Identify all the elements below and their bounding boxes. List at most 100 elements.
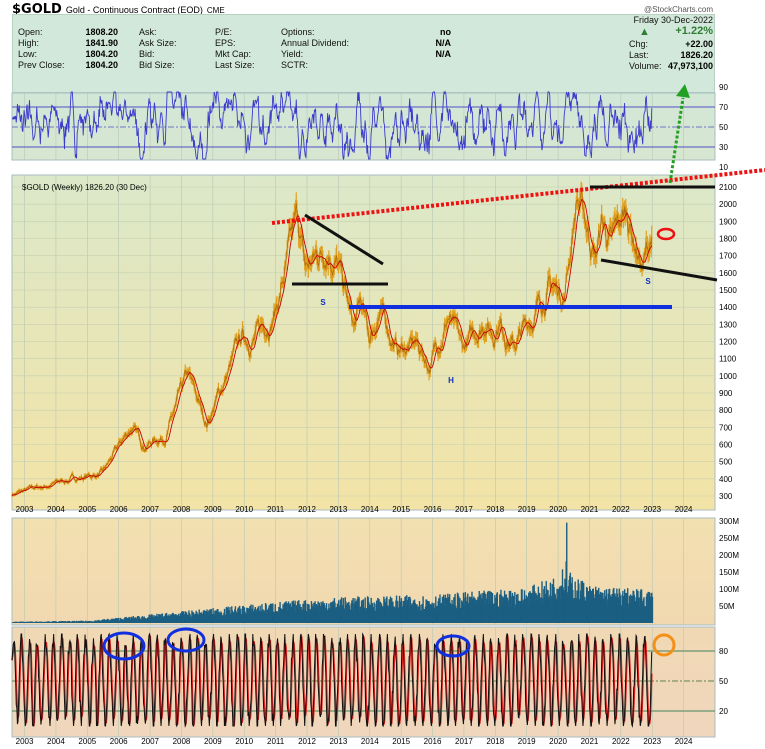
x-tick-label: 2009 — [204, 737, 222, 746]
price-tick-label: 600 — [719, 441, 733, 450]
info-value: no — [440, 27, 451, 37]
info-label: Last Size: — [215, 60, 255, 70]
info-value: 1804.20 — [85, 49, 118, 59]
price-tick-label: 2100 — [719, 183, 737, 192]
pattern-label: S — [320, 298, 326, 307]
volume-bar — [566, 522, 568, 623]
price-tick-label: 800 — [719, 406, 733, 415]
price-tick-label: 1700 — [719, 252, 737, 261]
x-tick-label: 2007 — [141, 505, 159, 514]
quote-info-box: Open: 1808.20 High: 1841.90 Low: 1804.20 Prev … — [12, 14, 715, 93]
x-tick-label: 2007 — [141, 737, 159, 746]
rsi-tick-label: 10 — [719, 163, 728, 172]
stochastic-tick-label: 20 — [719, 707, 728, 716]
price-tick-label: 700 — [719, 423, 733, 432]
moving-average-line — [11, 199, 653, 497]
info-label: Yield: — [281, 49, 304, 59]
volume-bar — [117, 617, 120, 623]
x-tick-label: 2016 — [424, 505, 442, 514]
info-label: Ask: — [139, 27, 157, 37]
instrument-name: Gold - Continuous Contract (EOD) — [65, 5, 203, 15]
volume-bar — [48, 621, 50, 623]
info-value: +22.00 — [685, 39, 713, 49]
price-tick-label: 500 — [719, 458, 733, 467]
price-tick-label: 400 — [719, 475, 733, 484]
volume-bar — [85, 620, 87, 623]
x-tick-label: 2014 — [361, 505, 379, 514]
volume-bar — [339, 599, 342, 623]
info-label: Ask Size: — [139, 38, 177, 48]
price-tick-label: 1900 — [719, 217, 737, 226]
volume-bar — [389, 596, 392, 623]
stochastic-line — [11, 632, 653, 728]
x-tick-label: 2006 — [110, 737, 128, 746]
panel-rsi — [11, 92, 716, 161]
highlight-ellipse — [102, 631, 146, 661]
x-tick-label: 2019 — [518, 737, 536, 746]
resistance-trendline — [271, 168, 765, 225]
x-tick-label: 2008 — [173, 505, 191, 514]
info-label: Options: — [281, 27, 315, 37]
x-tick-label: 2011 — [267, 737, 285, 746]
volume-bar — [292, 600, 295, 623]
volume-bar — [294, 600, 296, 623]
price-tick-label: 300 — [719, 492, 733, 501]
price-tick-label: 1100 — [719, 355, 737, 364]
x-tick-label: 2004 — [47, 737, 65, 746]
x-tick-label: 2010 — [235, 505, 253, 514]
volume-tick-label: 100M — [719, 585, 739, 594]
volume-bar — [217, 609, 219, 623]
stochastic-tick-label: 80 — [719, 647, 728, 656]
x-tick-label: 2011 — [267, 505, 285, 514]
x-tick-label: 2010 — [235, 737, 253, 746]
info-value: 1826.20 — [680, 50, 713, 60]
x-tick-label: 2013 — [329, 737, 347, 746]
x-tick-label: 2019 — [518, 505, 536, 514]
info-value: N/A — [435, 49, 452, 59]
volume-bar — [47, 621, 49, 623]
up-arrow-icon: ▲ — [639, 26, 650, 38]
info-label: Volume: — [629, 61, 662, 71]
volume-bar — [242, 605, 244, 623]
highlight-circle — [652, 633, 676, 657]
percent-change: +1.22% — [675, 25, 713, 37]
volume-bar — [627, 588, 629, 623]
panel-price — [11, 174, 716, 511]
volume-bar — [586, 588, 588, 623]
price-tick-label: 1000 — [719, 372, 737, 381]
x-tick-label: 2023 — [643, 737, 661, 746]
info-label: SCTR: — [281, 60, 308, 70]
info-value: N/A — [435, 38, 452, 48]
info-label: Open: — [18, 27, 43, 37]
volume-bar — [298, 600, 300, 623]
x-tick-label: 2017 — [455, 505, 473, 514]
volume-tick-label: 300M — [719, 517, 739, 526]
chart-title: $GOLD Gold - Continuous Contract (EOD) CME — [12, 2, 225, 17]
volume-bar — [160, 613, 162, 623]
price-tick-label: 1600 — [719, 269, 737, 278]
x-tick-label: 2021 — [581, 737, 599, 746]
volume-tick-label: 50M — [719, 602, 735, 611]
pattern-label: S — [645, 277, 651, 286]
symbol: $GOLD — [12, 2, 62, 17]
exchange: CME — [206, 6, 225, 15]
quote-date: Friday 30-Dec-2022 — [633, 15, 713, 25]
info-value: 1841.90 — [85, 38, 118, 48]
highlight-ellipse — [656, 227, 676, 241]
volume-tick-label: 150M — [719, 568, 739, 577]
price-line — [11, 188, 653, 496]
info-value: 1808.20 — [85, 27, 118, 37]
x-tick-label: 2003 — [16, 505, 34, 514]
trendline — [304, 213, 384, 266]
price-tick-label: 2000 — [719, 200, 737, 209]
x-tick-label: 2012 — [298, 737, 316, 746]
volume-bar — [447, 593, 449, 623]
x-tick-label: 2008 — [173, 737, 191, 746]
info-label: P/E: — [215, 27, 233, 37]
x-tick-label: 2005 — [78, 737, 96, 746]
info-label: EPS: — [215, 38, 236, 48]
info-label: Prev Close: — [18, 60, 65, 70]
info-label: Bid: — [139, 49, 155, 59]
x-tick-label: 2021 — [581, 505, 599, 514]
